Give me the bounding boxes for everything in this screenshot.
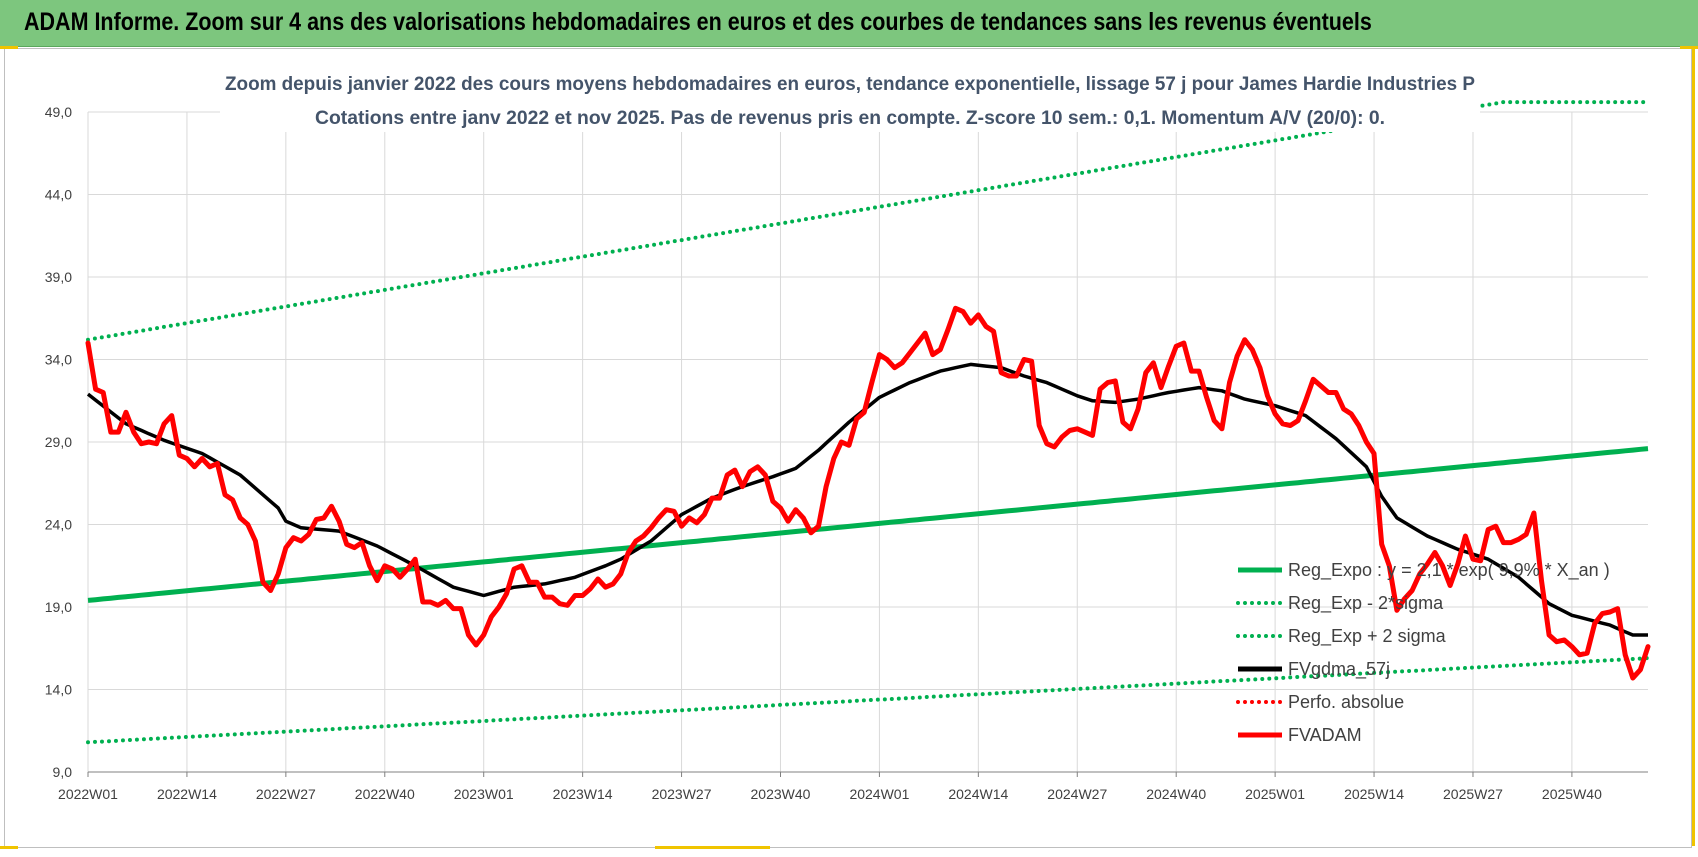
x-tick-label: 2022W14 (157, 786, 217, 802)
x-tick-label: 2025W40 (1542, 786, 1602, 802)
x-tick-label: 2022W01 (58, 786, 118, 802)
x-tick-label: 2023W40 (751, 786, 811, 802)
x-tick-label: 2022W27 (256, 786, 316, 802)
y-tick-label: 44,0 (45, 187, 72, 203)
y-tick-label: 39,0 (45, 269, 72, 285)
header-bar: ADAM Informe. Zoom sur 4 ans des valoris… (0, 0, 1698, 47)
frame-corner-bottom-left (0, 846, 18, 849)
frame-corner-top-right (1680, 46, 1698, 49)
chart-frame (4, 48, 1692, 848)
x-tick-label: 2023W01 (454, 786, 514, 802)
x-tick-label: 2025W14 (1344, 786, 1404, 802)
legend-label: Perfo. absolue (1288, 692, 1404, 712)
frame-corner-top-left (0, 46, 18, 49)
y-tick-label: 14,0 (45, 682, 72, 698)
frame-corner-right (1692, 46, 1695, 846)
y-tick-label: 29,0 (45, 434, 72, 450)
y-tick-label: 24,0 (45, 517, 72, 533)
x-tick-label: 2024W27 (1047, 786, 1107, 802)
page-title: ADAM Informe. Zoom sur 4 ans des valoris… (24, 8, 1372, 36)
y-tick-label: 34,0 (45, 352, 72, 368)
legend-label: FVADAM (1288, 725, 1362, 745)
x-tick-label: 2024W40 (1146, 786, 1206, 802)
legend-label: FVgdma_57j (1288, 659, 1390, 680)
chart-title-line1: Zoom depuis janvier 2022 des cours moyen… (225, 74, 1475, 95)
x-tick-label: 2023W27 (652, 786, 712, 802)
frame-corner-bottom-mid (655, 846, 770, 849)
y-tick-label: 19,0 (45, 599, 72, 615)
legend-label: Reg_Exp - 2*sigma (1288, 593, 1444, 614)
legend-label: Reg_Expo : y = 2,1 * exp( 9,9% * X_an ) (1288, 560, 1610, 581)
x-tick-label: 2022W40 (355, 786, 415, 802)
grid (87, 111, 1648, 773)
series-line-reg-expo (87, 446, 1649, 603)
series-line-reg-minus-2sigma (86, 656, 1650, 745)
chart-title-line2: Cotations entre janv 2022 et nov 2025. P… (315, 108, 1385, 129)
x-tick-label: 2024W14 (948, 786, 1008, 802)
legend-label: Reg_Exp + 2 sigma (1288, 626, 1447, 647)
series-line-reg-plus-2sigma (86, 100, 1650, 342)
x-tick-label: 2025W01 (1245, 786, 1305, 802)
x-tick-label: 2024W01 (849, 786, 909, 802)
series (85, 100, 1651, 745)
y-tick-label: 49,0 (45, 104, 72, 120)
legend: Reg_Expo : y = 2,1 * exp( 9,9% * X_an ) R… (1236, 560, 1610, 745)
x-tick-label: 2025W27 (1443, 786, 1503, 802)
subtitle-background (220, 66, 1480, 132)
axes: 9,0 14,0 19,0 24,0 29,0 34,0 39,0 44,0 49,0 2022W… (45, 104, 1648, 802)
x-tick-label: 2023W14 (553, 786, 613, 802)
y-tick-label: 9,0 (53, 764, 73, 780)
series-line-fvadam (85, 305, 1651, 681)
